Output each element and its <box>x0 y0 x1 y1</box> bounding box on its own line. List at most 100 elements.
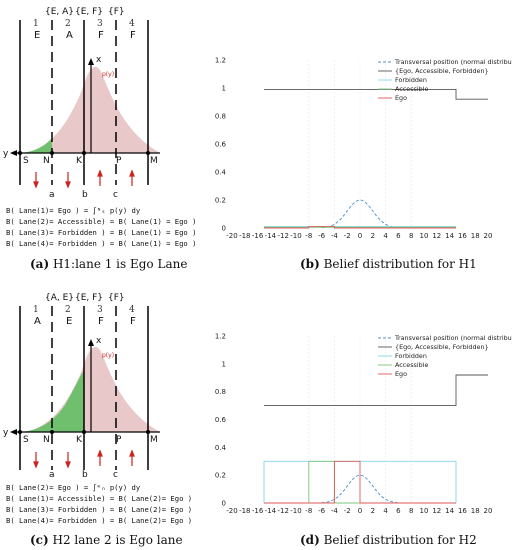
point-label-k: K <box>76 156 83 166</box>
set-label-3: {F} <box>108 293 125 303</box>
x-tick-label: 0 <box>358 507 362 515</box>
series-line-4 <box>264 226 456 229</box>
x-tick-label: 18 <box>471 507 480 515</box>
x-tick-label: -8 <box>305 232 312 240</box>
caption-c-letter: (c) <box>30 533 49 547</box>
x-tick-label: -10 <box>290 232 301 240</box>
x-axis-label: x <box>96 336 102 346</box>
point-label-p: P <box>116 156 122 166</box>
belief-equation-4: B( Lane(4)= Forbidden ) = B( Lane(1) = E… <box>6 239 196 248</box>
x-tick-label: -2 <box>344 232 351 240</box>
y-tick-label: 0 <box>222 225 226 233</box>
density-label: p(y) <box>102 71 114 78</box>
lane-letter-1: E <box>34 30 40 41</box>
point-n <box>50 430 54 434</box>
series-line-1 <box>264 374 488 407</box>
belief-equation-2: B( Lane(1)= Accessible) = B( Lane(2)= Eg… <box>6 494 192 503</box>
legend-entry: Ego <box>395 370 407 378</box>
gaussian-distribution <box>20 346 160 432</box>
y-tick-label: 0.6 <box>215 141 227 149</box>
x-tick-label: 8 <box>409 507 413 515</box>
caption-d-text: Belief distribution for H2 <box>320 533 477 547</box>
x-tick-label: 20 <box>484 507 493 515</box>
panel-a-diagram: {E, A} {E, F} {F} 1 2 3 4 E A F F y x p(… <box>3 7 196 248</box>
point-n <box>50 151 54 155</box>
point-k <box>82 430 86 434</box>
belief-equation-2: B( Lane(2)= Accessible) = B( Lane(1) = E… <box>6 217 196 226</box>
marking-label-b: b <box>82 190 88 200</box>
x-tick-label: 16 <box>458 232 467 240</box>
series-line-4 <box>264 460 456 504</box>
gaussian-distribution <box>20 66 160 153</box>
lane-letter-1: A <box>34 316 41 327</box>
x-tick-label: -12 <box>277 232 288 240</box>
lane-number-2: 2 <box>65 305 71 315</box>
x-tick-label: 4 <box>383 232 388 240</box>
x-tick-label: -18 <box>239 232 250 240</box>
chart-d: 00.20.40.60.811.2-20 -18 -16 -14 -12 -10 -8 -6-… <box>215 333 512 516</box>
y-tick-label: 1.2 <box>215 57 226 65</box>
lane-letter-4: F <box>130 316 136 327</box>
x-tick-label: 16 <box>458 507 467 515</box>
y-tick-label: 1.2 <box>215 333 226 341</box>
x-tick-label: 4 <box>383 507 388 515</box>
caption-d-letter: (d) <box>300 533 320 547</box>
x-tick-label: 2 <box>371 232 375 240</box>
ego-probability-region <box>20 370 84 432</box>
lane-number-4: 4 <box>129 305 135 315</box>
set-label-2: {E, F} <box>75 7 103 17</box>
x-tick-label: 18 <box>471 232 480 240</box>
marking-label-c: c <box>113 190 118 200</box>
x-tick-label: 8 <box>409 232 413 240</box>
y-tick-label: 1 <box>222 360 226 368</box>
x-tick-label: -16 <box>252 232 264 240</box>
set-label-2: {E, F} <box>75 293 103 303</box>
y-tick-label: 0.8 <box>215 113 226 121</box>
point-label-m: M <box>150 156 158 166</box>
marking-label-c: c <box>113 470 118 480</box>
x-axis-arrowhead <box>88 339 94 346</box>
legend-entry: Transversal position (normal distributio… <box>394 58 512 66</box>
belief-equation-3: B( Lane(3)= Forbidden ) = B( Lane(1) = E… <box>6 228 196 237</box>
caption-b-letter: (b) <box>300 257 320 271</box>
lane-direction-arrows <box>33 169 135 189</box>
caption-c: (c) H2 lane 2 is Ego lane <box>30 533 183 547</box>
x-tick-label: -14 <box>265 232 277 240</box>
x-tick-label: -8 <box>305 507 312 515</box>
point-label-m: M <box>150 435 158 445</box>
lane-number-3: 3 <box>97 19 103 29</box>
x-tick-label: -12 <box>277 507 288 515</box>
x-tick-label: -2 <box>344 507 351 515</box>
x-tick-label: -16 <box>252 507 264 515</box>
y-axis-label: y <box>3 428 9 438</box>
x-tick-label: 12 <box>432 232 441 240</box>
x-tick-label: 12 <box>432 507 441 515</box>
point-s <box>18 151 22 155</box>
x-axis-arrowhead <box>88 58 94 65</box>
x-tick-label: -6 <box>318 232 326 240</box>
caption-d: (d) Belief distribution for H2 <box>300 533 477 547</box>
series-line-0 <box>321 199 399 229</box>
x-tick-label: 6 <box>396 507 401 515</box>
point-k <box>82 151 86 155</box>
x-tick-label: -20 <box>226 232 237 240</box>
lane-number-1: 1 <box>33 305 39 315</box>
belief-equation-3: B( Lane(3)= Forbidden ) = B( Lane(2)= Eg… <box>6 505 192 514</box>
y-axis-arrowhead <box>10 429 17 435</box>
x-tick-label: 14 <box>445 507 454 515</box>
lane-letter-2: A <box>66 30 73 41</box>
y-axis-arrowhead <box>10 150 17 156</box>
point-label-p: P <box>116 435 122 445</box>
belief-equation-1: B( Lane(1)= Ego ) = ∫ᴺₛ p(y) dy <box>6 206 141 215</box>
x-tick-label: 0 <box>358 232 362 240</box>
lane-number-4: 4 <box>129 19 135 29</box>
caption-a-text: H1:lane 1 is Ego Lane <box>49 257 187 271</box>
caption-a: (a) H1:lane 1 is Ego Lane <box>30 257 187 271</box>
x-axis-label: x <box>96 55 102 65</box>
lane-letter-3: F <box>98 30 104 41</box>
y-tick-label: 0.4 <box>215 169 227 177</box>
y-tick-label: 0.8 <box>215 388 226 396</box>
y-tick-label: 0.2 <box>215 472 226 480</box>
set-label-3: {F} <box>108 7 125 17</box>
